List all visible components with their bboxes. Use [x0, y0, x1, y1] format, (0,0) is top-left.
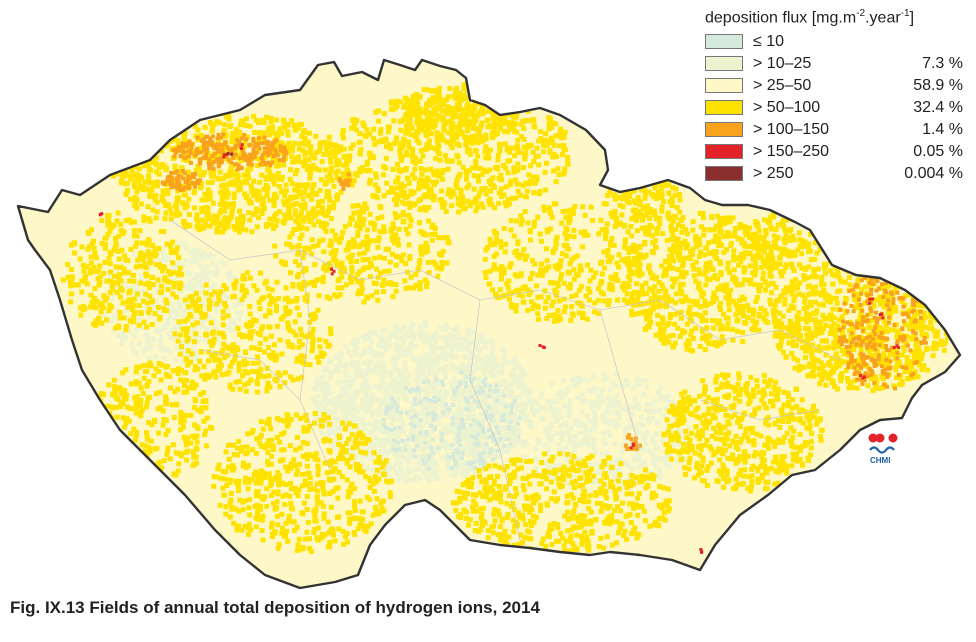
legend-item-100-150: > 100–150 1.4 % — [705, 119, 963, 141]
legend-range-label: > 10–25 — [753, 55, 812, 73]
map-deposition-fields — [60, 81, 954, 555]
legend-swatch — [705, 78, 743, 94]
legend-swatch — [705, 100, 743, 116]
legend-percent: 0.004 % — [904, 165, 963, 183]
legend-percent: 58.9 % — [913, 77, 963, 95]
legend-swatch — [705, 122, 743, 138]
legend-range-label: > 100–150 — [753, 121, 830, 139]
legend-percent: 32.4 % — [913, 99, 963, 117]
legend-swatch — [705, 144, 743, 160]
legend-swatch — [705, 56, 743, 72]
deposition-map — [16, 58, 962, 590]
legend: deposition flux [mg.m-2.year-1] ≤ 10 > 1… — [705, 8, 963, 185]
legend-range-label: > 150–250 — [753, 143, 830, 161]
legend-item-150-250: > 150–250 0.05 % — [705, 141, 963, 163]
legend-item-10-25: > 10–25 7.3 % — [705, 53, 963, 75]
legend-swatch — [705, 34, 743, 50]
region-boundaries — [169, 219, 841, 541]
legend-swatch — [705, 166, 743, 182]
legend-percent: 7.3 % — [922, 55, 963, 73]
legend-item-25-50: > 25–50 58.9 % — [705, 75, 963, 97]
chmi-logo: CHMI — [868, 433, 898, 465]
figure-caption: Fig. IX.13 Fields of annual total deposi… — [10, 598, 540, 617]
legend-range-label: ≤ 10 — [753, 33, 785, 51]
czech-border — [16, 58, 962, 590]
legend-percent: 0.05 % — [913, 143, 963, 161]
legend-range-label: > 50–100 — [753, 99, 821, 117]
legend-item-50-100: > 50–100 32.4 % — [705, 97, 963, 119]
legend-title: deposition flux [mg.m-2.year-1] — [705, 8, 915, 27]
legend-item-gt250: > 250 0.004 % — [705, 163, 963, 185]
legend-item-le10: ≤ 10 — [705, 31, 963, 53]
legend-percent: 1.4 % — [922, 121, 963, 139]
legend-range-label: > 25–50 — [753, 77, 812, 95]
legend-range-label: > 250 — [753, 165, 794, 183]
